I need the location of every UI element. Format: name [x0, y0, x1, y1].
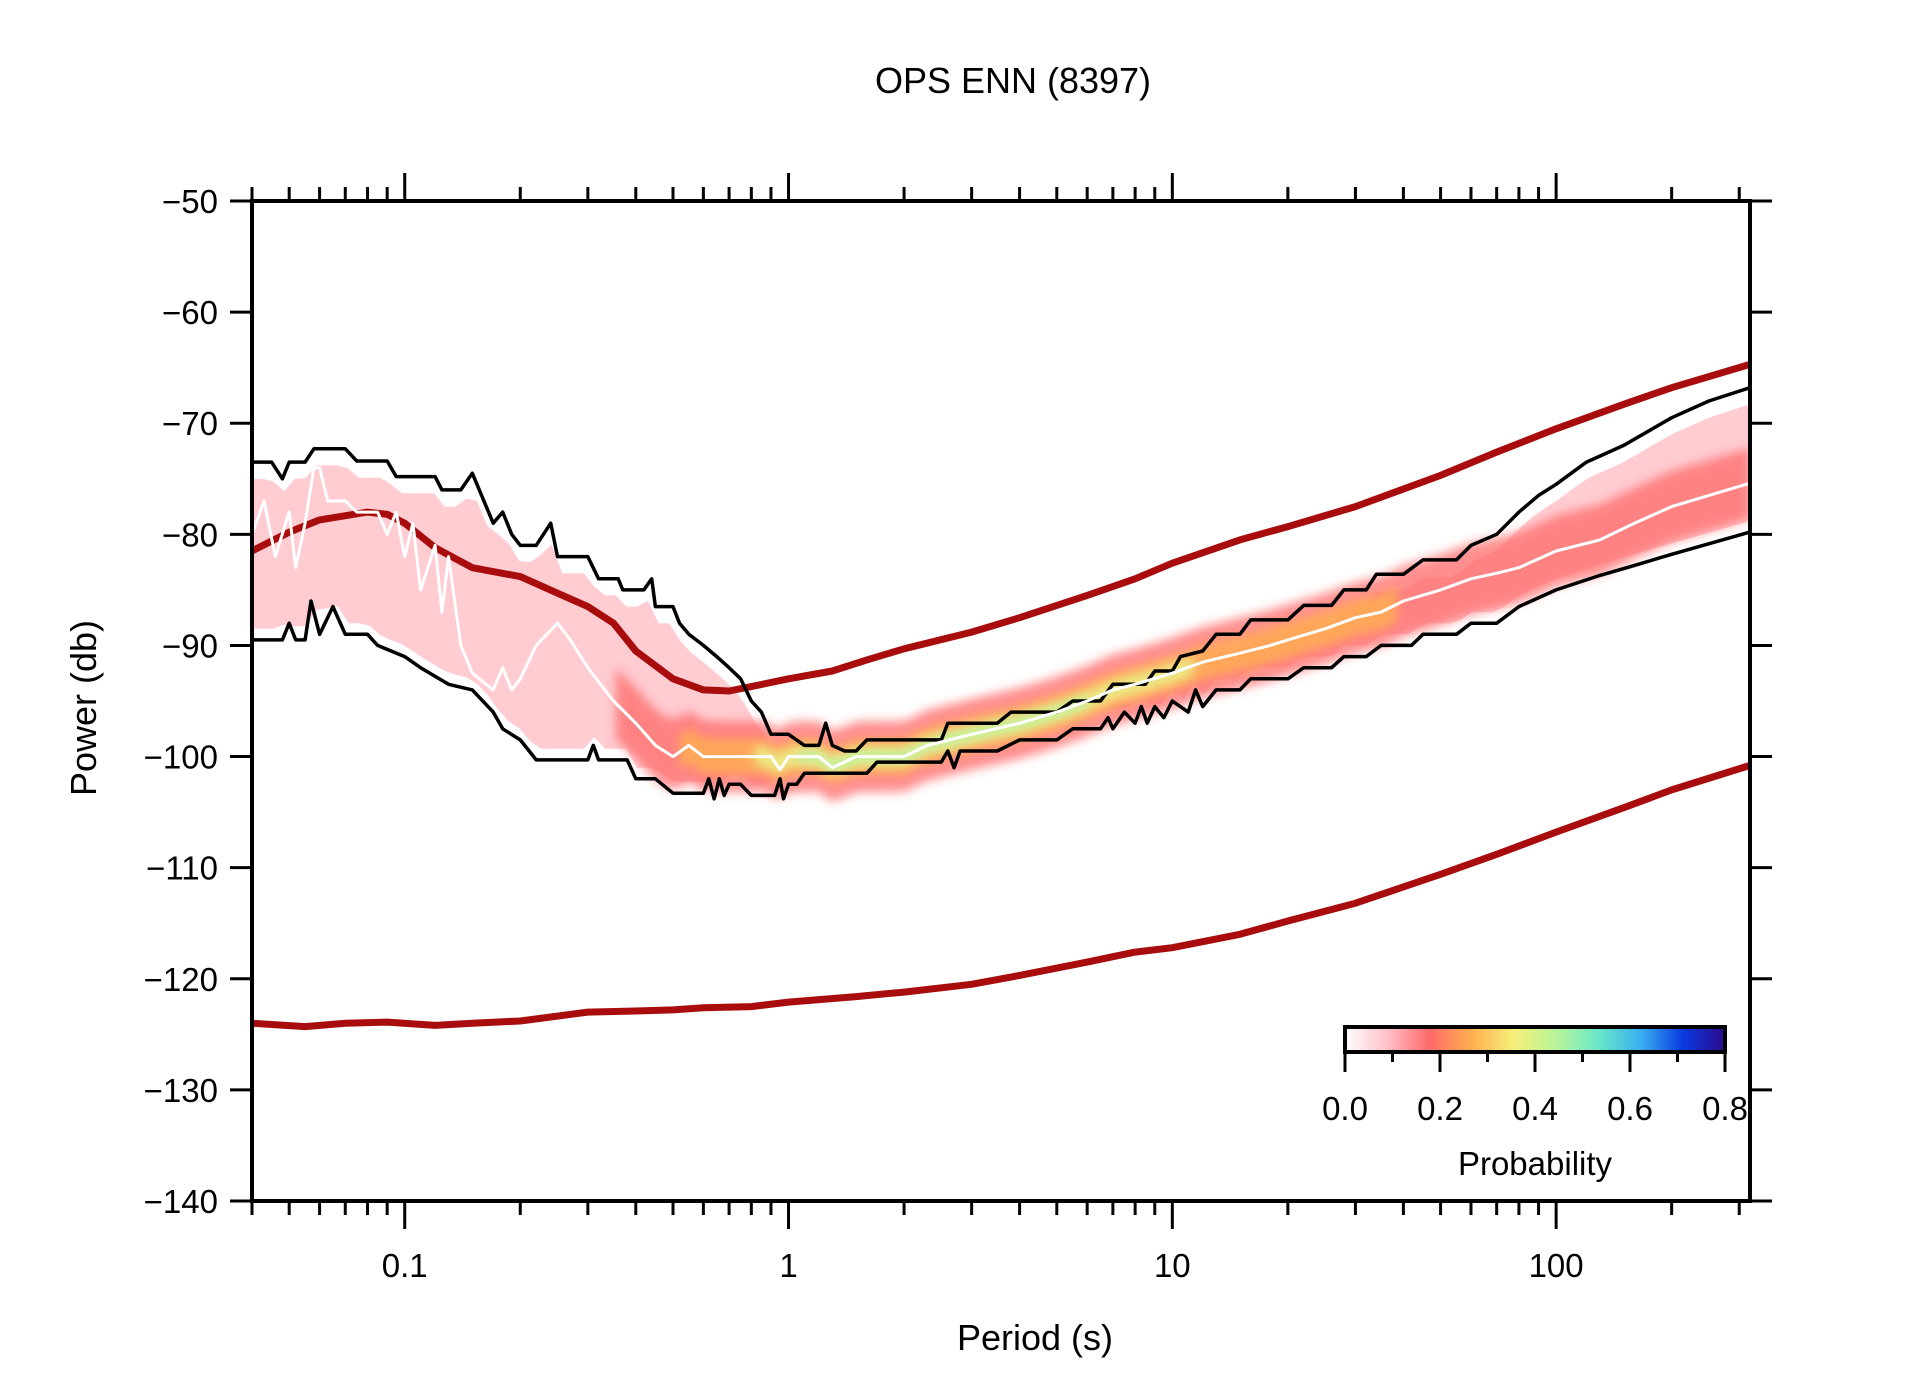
y-tick-label: −80	[162, 516, 218, 553]
colorbar: 0.0 0.2 0.4 0.6 0.8 Probability	[1322, 1025, 1748, 1182]
colorbar-tick-label: 0.4	[1512, 1090, 1558, 1127]
chart-title: OPS ENN (8397)	[875, 60, 1151, 101]
y-axis: −50 −60 −70 −80 −90 −100 −110 −120 −130 −140	[144, 183, 1772, 1220]
colorbar-gradient	[1345, 1027, 1725, 1052]
x-tick-label: 100	[1529, 1247, 1584, 1284]
pdf-band-max-center	[797, 695, 1087, 772]
colorbar-ticks: 0.0 0.2 0.4 0.6 0.8	[1322, 1052, 1748, 1127]
colorbar-tick-label: 0.8	[1702, 1090, 1748, 1127]
nhnm-line	[252, 360, 1750, 695]
y-tick-label: −60	[162, 294, 218, 331]
y-tick-label: −90	[162, 627, 218, 664]
nlnm-line	[252, 761, 1750, 1031]
x-tick-label: 10	[1154, 1247, 1191, 1284]
y-axis-label: Power (db)	[63, 620, 104, 796]
pdf-band-peak	[680, 586, 1397, 784]
pdf-band-max	[754, 655, 1194, 776]
pdf-upper-bound-line	[252, 385, 1750, 753]
x-tick-label: 1	[779, 1247, 797, 1284]
y-tick-label: −140	[144, 1183, 218, 1220]
x-axis: 0.1 1 10 100	[250, 173, 1741, 1284]
y-tick-label: −120	[144, 961, 218, 998]
colorbar-tick-label: 0.6	[1607, 1090, 1653, 1127]
colorbar-tick-label: 0.0	[1322, 1090, 1368, 1127]
colorbar-tick-label: 0.2	[1417, 1090, 1463, 1127]
pdf-band	[252, 404, 1750, 802]
y-tick-label: −50	[162, 183, 218, 220]
pdf-mode-line	[252, 466, 1750, 772]
y-tick-label: −70	[162, 405, 218, 442]
colorbar-label: Probability	[1458, 1145, 1613, 1182]
plot-frame	[250, 199, 1752, 1203]
y-tick-label: −110	[146, 850, 218, 887]
pdf-lower-bound-line	[252, 530, 1750, 801]
y-tick-label: −130	[144, 1072, 218, 1109]
y-tick-label: −100	[144, 739, 218, 776]
series-layer	[252, 360, 1750, 1031]
x-axis-label: Period (s)	[957, 1317, 1113, 1358]
x-tick-label: 0.1	[382, 1247, 428, 1284]
